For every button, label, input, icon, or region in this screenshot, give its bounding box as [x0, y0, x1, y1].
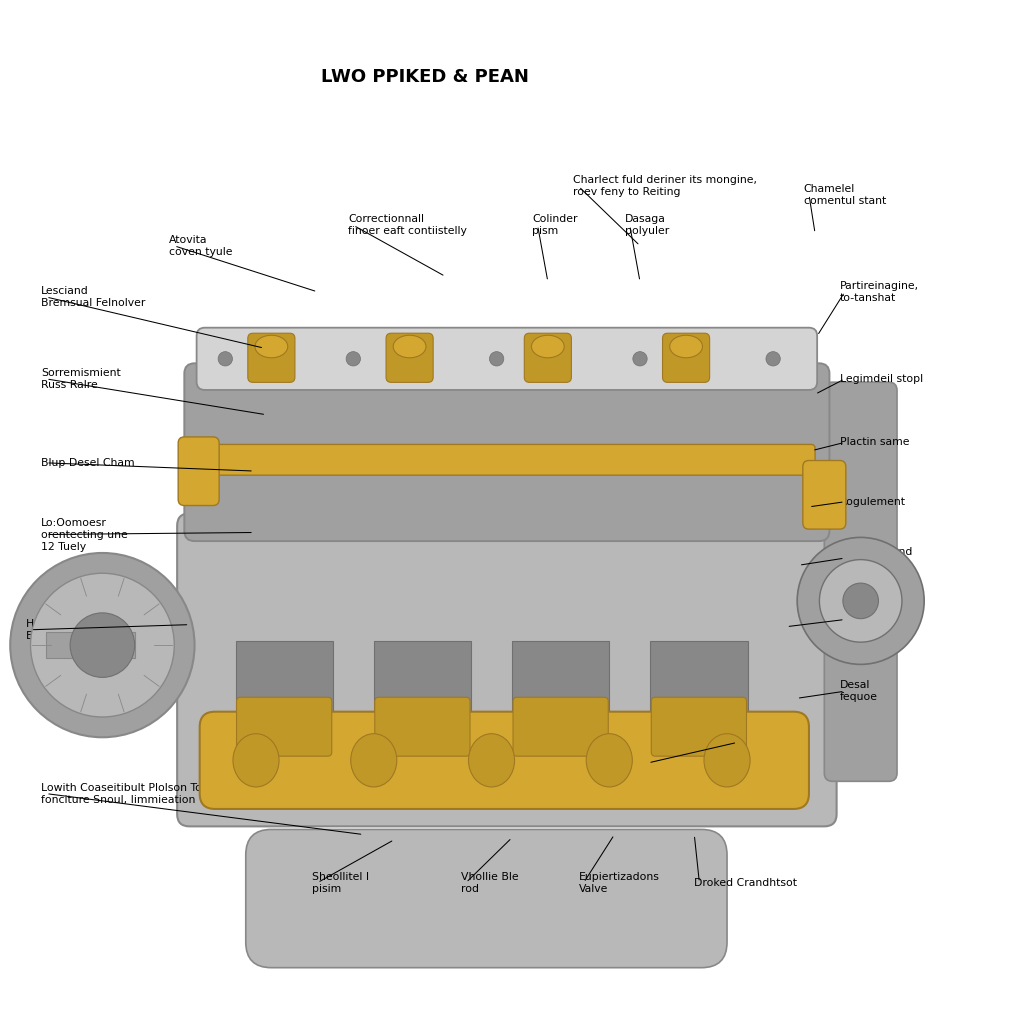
Text: Lo:Oomoesr
orentecting une
12 Tuely: Lo:Oomoesr orentecting une 12 Tuely: [41, 517, 128, 552]
Ellipse shape: [468, 733, 514, 786]
Bar: [688, 705, 707, 748]
Bar: [273, 705, 292, 748]
FancyBboxPatch shape: [386, 333, 433, 382]
Text: Partireinagine,
to-tanshat: Partireinagine, to-tanshat: [840, 281, 919, 303]
Ellipse shape: [586, 733, 632, 786]
FancyBboxPatch shape: [803, 461, 846, 529]
Text: Hegicinal rour
Enler Easid: Hegicinal rour Enler Easid: [26, 618, 102, 641]
Ellipse shape: [233, 733, 279, 786]
FancyBboxPatch shape: [200, 712, 809, 809]
Text: LWO PPIKED & PEAN: LWO PPIKED & PEAN: [321, 68, 529, 86]
Bar: [412, 705, 430, 748]
Text: Colinder
pism: Colinder pism: [532, 214, 578, 237]
Text: Correctionnall
finoer eaft contiistelly: Correctionnall finoer eaft contiistelly: [348, 214, 467, 237]
Text: Monslion and
valoey: Monslion and valoey: [840, 547, 912, 569]
Circle shape: [797, 538, 924, 665]
FancyBboxPatch shape: [248, 333, 295, 382]
Text: Droked Crandhtsot: Droked Crandhtsot: [694, 878, 798, 888]
FancyBboxPatch shape: [663, 333, 710, 382]
Text: Tonn lorauuct
ros: Tonn lorauuct ros: [840, 608, 913, 631]
Text: Eupiertizadons
Valve: Eupiertizadons Valve: [579, 871, 659, 894]
Text: Dasaga
polyuler: Dasaga polyuler: [625, 214, 669, 237]
FancyBboxPatch shape: [177, 513, 837, 826]
FancyBboxPatch shape: [246, 829, 727, 968]
Circle shape: [633, 351, 647, 366]
FancyBboxPatch shape: [184, 364, 829, 541]
Circle shape: [70, 612, 135, 678]
Text: Chamelel
comentul stant: Chamelel comentul stant: [804, 183, 886, 206]
Circle shape: [766, 351, 780, 366]
Text: Legimdeil stopl: Legimdeil stopl: [840, 374, 923, 384]
FancyBboxPatch shape: [651, 697, 746, 756]
Bar: [550, 705, 568, 748]
Bar: [46, 632, 135, 658]
Ellipse shape: [255, 335, 288, 357]
Circle shape: [10, 553, 195, 737]
Text: Charlect fuld deriner its mongine,
roev feny to Reiting: Charlect fuld deriner its mongine, roev …: [573, 175, 758, 198]
FancyBboxPatch shape: [375, 697, 470, 756]
Circle shape: [819, 560, 902, 642]
FancyBboxPatch shape: [524, 333, 571, 382]
Bar: [374, 641, 471, 800]
Circle shape: [489, 351, 504, 366]
Text: Lowith Coaseitibult Plolson Torg
fonciture Snoul, Iimmieation: Lowith Coaseitibult Plolson Torg foncitu…: [41, 782, 213, 805]
Text: Lesciand
Bremsual Felnolver: Lesciand Bremsual Felnolver: [41, 286, 145, 308]
Text: Sheollitel I
pisim: Sheollitel I pisim: [312, 871, 370, 894]
Bar: [650, 641, 748, 800]
FancyBboxPatch shape: [178, 437, 219, 506]
Text: Desal
fequoe: Desal fequoe: [840, 680, 878, 702]
Text: Sorremismient
Russ Ralre: Sorremismient Russ Ralre: [41, 368, 121, 390]
Circle shape: [31, 573, 174, 717]
Text: Rogulement: Rogulement: [840, 497, 905, 507]
FancyBboxPatch shape: [198, 444, 815, 475]
Bar: [512, 641, 609, 800]
Text: Atovita
coven tyule: Atovita coven tyule: [169, 234, 232, 257]
Circle shape: [843, 583, 879, 618]
Text: Blup Desel Cham: Blup Desel Cham: [41, 458, 134, 468]
Circle shape: [218, 351, 232, 366]
Text: Vhollie Ble
rod: Vhollie Ble rod: [461, 871, 518, 894]
Text: Plactin same: Plactin same: [840, 437, 909, 447]
FancyBboxPatch shape: [237, 697, 332, 756]
FancyBboxPatch shape: [513, 697, 608, 756]
Ellipse shape: [393, 335, 426, 357]
Bar: [236, 641, 333, 800]
Ellipse shape: [705, 733, 750, 786]
Ellipse shape: [670, 335, 702, 357]
Ellipse shape: [531, 335, 564, 357]
FancyBboxPatch shape: [824, 382, 897, 781]
Text: Salal Poguler, Spimerdolairds: Salal Poguler, Spimerdolairds: [643, 758, 803, 768]
FancyBboxPatch shape: [197, 328, 817, 390]
Circle shape: [346, 351, 360, 366]
Ellipse shape: [350, 733, 397, 786]
